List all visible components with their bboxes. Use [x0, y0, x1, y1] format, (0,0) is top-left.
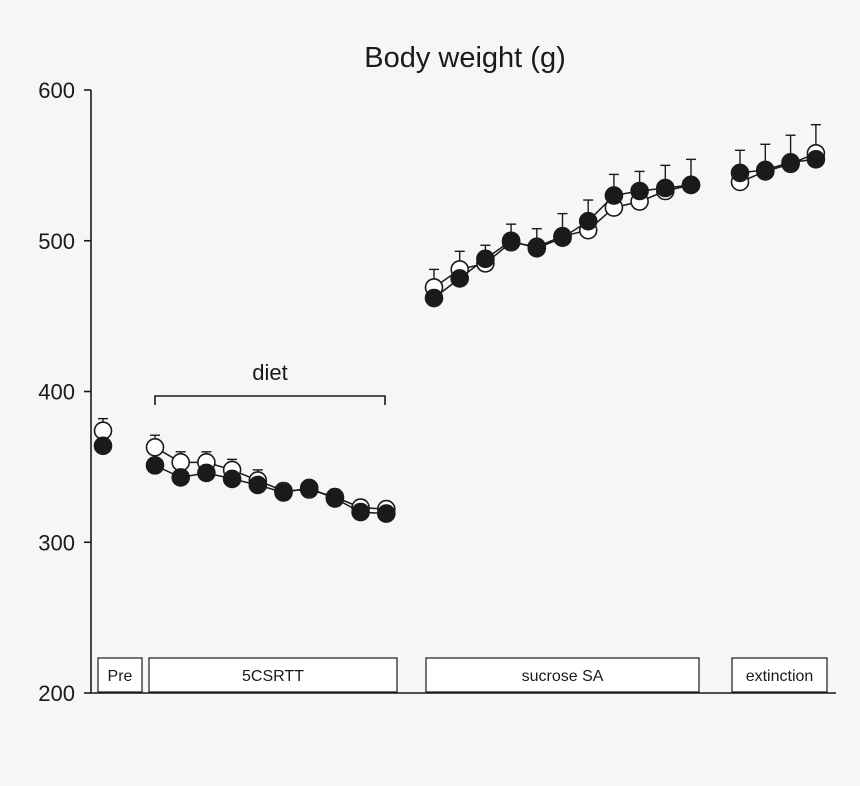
filled-series-point	[730, 163, 750, 183]
phase-label: 5CSRTT	[242, 668, 304, 685]
filled-series-point	[145, 456, 165, 475]
y-tick-label: 300	[38, 530, 75, 555]
filled-series-point	[351, 502, 370, 522]
phase-box	[425, 657, 700, 693]
filled-series-point	[197, 463, 216, 483]
diet-bracket: diet	[154, 360, 386, 405]
phase-box	[97, 657, 143, 693]
filled-series-point	[248, 475, 268, 495]
filled-series-point	[681, 175, 701, 195]
axes: 200 300 400 500 600	[38, 78, 836, 706]
filled-series-point	[450, 269, 470, 288]
phase-boxes: Pre 5CSRTT sucrose SA extinction	[97, 657, 828, 693]
filled-series-point	[553, 228, 572, 248]
filled-series-line	[154, 464, 387, 515]
filled-series-point	[655, 178, 675, 198]
filled-series-point	[222, 469, 242, 489]
filled-series-point	[476, 249, 495, 269]
filled-series-point	[93, 436, 113, 456]
phase-box	[148, 657, 398, 693]
diet-label: diet	[252, 360, 287, 385]
filled-series-line	[739, 158, 816, 174]
y-tick-label: 200	[38, 681, 75, 706]
open-series-line	[739, 152, 817, 183]
filled-series-point	[806, 150, 826, 169]
filled-series-point	[604, 186, 624, 205]
phase-box	[731, 657, 828, 693]
filled-series-point	[171, 468, 190, 487]
filled-series-point	[325, 489, 345, 508]
filled-series-point	[501, 231, 521, 251]
filled-series-point	[527, 238, 547, 258]
chart-title: Body weight (g)	[364, 42, 566, 74]
filled-series-point	[299, 478, 319, 498]
filled-series-point	[376, 504, 396, 523]
y-tick-label: 500	[38, 229, 75, 254]
filled-series-point	[755, 160, 775, 180]
diet-bracket-line	[154, 395, 386, 405]
open-series-point	[145, 437, 165, 457]
plot-area	[93, 123, 826, 523]
phase-label: Pre	[108, 668, 133, 685]
filled-series-point	[630, 181, 649, 201]
y-tick-label: 600	[38, 78, 75, 103]
phase-label: extinction	[746, 668, 814, 685]
open-series-line	[154, 446, 387, 510]
filled-series-point	[781, 153, 800, 172]
phase-label: sucrose SA	[522, 668, 604, 685]
filled-series-point	[578, 211, 598, 231]
filled-series-point	[274, 483, 293, 502]
filled-series-point	[424, 288, 444, 308]
y-tick-label: 400	[38, 380, 75, 405]
